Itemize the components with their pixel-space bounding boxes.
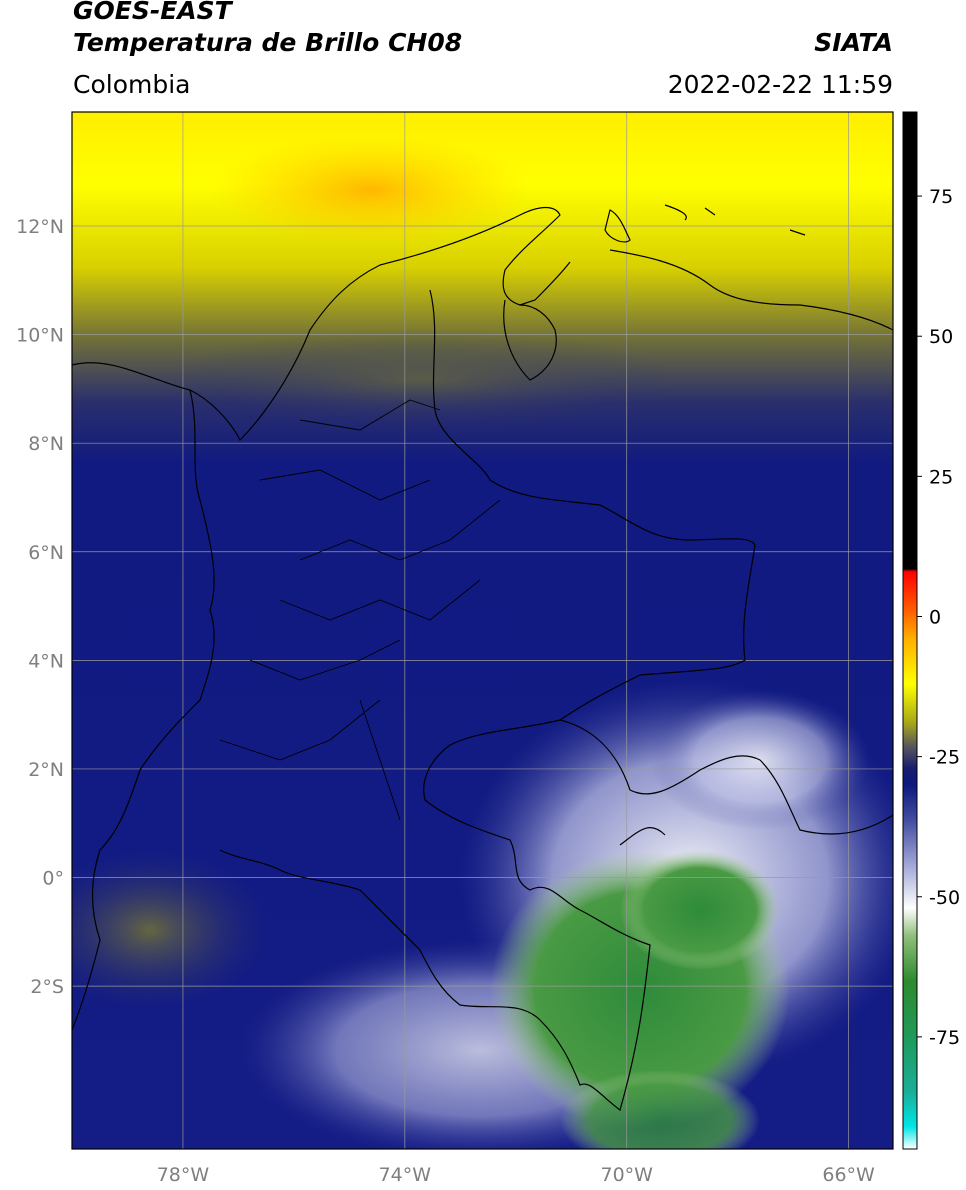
colorbar-tick-label: -50 [929,887,960,909]
lat-tick-label: 8°N [28,433,64,455]
lon-tick-label: 78°W [157,1164,210,1186]
colorbar-tick-label: 50 [929,326,953,348]
lat-tick-label: 0° [42,868,64,890]
lat-tick-label: 6°N [28,542,64,564]
longitude-tick-labels: 78°W 74°W 70°W 66°W [157,1164,875,1186]
islands [604,204,806,243]
colorbar-tick-label: -75 [929,1027,960,1049]
colorbar-tick-label: 25 [929,466,953,488]
colorbar-tick-label: -25 [929,747,960,769]
lat-tick-label: 4°N [28,650,64,672]
brazil-venezuela-border [559,719,893,846]
lon-tick-label: 66°W [822,1164,875,1186]
colorbar-ticks: 75 50 25 0 -25 -50 -75 [917,186,960,1049]
lon-tick-label: 74°W [379,1164,432,1186]
lat-tick-label: 10°N [16,325,64,347]
product-title: Temperatura de Brillo CH08 [73,28,463,57]
lat-tick-label: 2°S [30,976,64,998]
datetime-label: 2022-02-22 11:59 [667,70,893,99]
coastline-venezuela [609,249,893,331]
latitude-tick-labels: 12°N 10°N 8°N 6°N 4°N 2°N 0° 2°S [16,216,64,998]
agency-label: SIATA [814,28,893,57]
colombia-border [219,289,756,1112]
map-gridlines [72,112,893,1149]
lat-tick-label: 12°N [16,216,64,238]
lat-tick-label: 2°N [28,759,64,781]
coastline-pacific [72,389,215,1031]
colorbar-tick-label: 75 [929,186,953,208]
coastline-north [72,206,571,442]
lon-tick-label: 70°W [600,1164,653,1186]
department-borders [219,399,501,821]
satellite-field [72,112,893,1149]
satellite-title: GOES-EAST [73,0,232,25]
plot-frame [71,111,894,1150]
colorbar [902,111,918,1150]
country-borders [72,204,893,1112]
colorbar-tick-label: 0 [929,606,941,628]
lake-maracaibo [503,299,557,381]
region-label: Colombia [73,70,191,99]
